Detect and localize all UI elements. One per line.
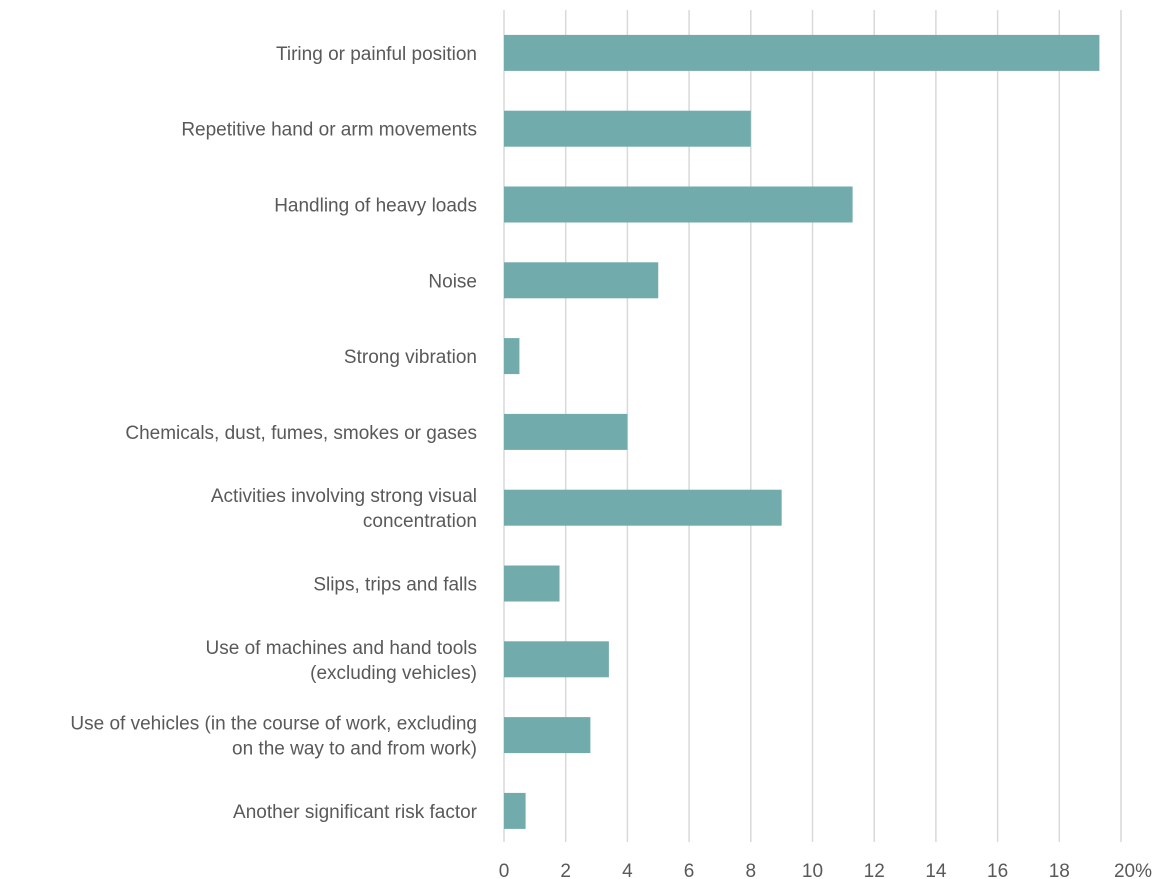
category-label: Use of vehicles (in the course of work, …: [70, 714, 477, 760]
category-label: Handling of heavy loads: [274, 196, 477, 217]
category-label-line: Slips, trips and falls: [313, 575, 477, 596]
bar: [504, 110, 751, 147]
bar: [504, 34, 1100, 71]
category-labels: Tiring or painful position Repetitive han…: [70, 44, 477, 823]
bar: [504, 338, 520, 375]
category-label: Repetitive hand or arm movements: [181, 120, 477, 141]
x-tick-label: 14: [925, 861, 947, 879]
category-label-line: Handling of heavy loads: [274, 196, 477, 217]
bar: [504, 717, 591, 754]
category-label-line: Strong vibration: [344, 347, 477, 368]
bar: [504, 565, 560, 602]
category-label: Use of machines and hand tools (excluding…: [206, 638, 477, 684]
bar: [504, 489, 782, 526]
category-label-line: Activities involving strong visual: [211, 486, 477, 507]
bar: [504, 262, 659, 299]
category-label: Tiring or painful position: [276, 44, 477, 65]
category-label: Slips, trips and falls: [313, 575, 477, 596]
x-tick-label: 8: [746, 861, 757, 879]
category-label-line: concentration: [363, 511, 477, 532]
bar: [504, 186, 853, 223]
x-tick-label: 4: [622, 861, 633, 879]
category-label-line: Tiring or painful position: [276, 44, 477, 65]
x-tick-label: 16: [987, 861, 1008, 879]
category-label-line: Repetitive hand or arm movements: [181, 120, 477, 141]
category-label: Chemicals, dust, fumes, smokes or gases: [125, 423, 477, 444]
gridlines: [503, 10, 1122, 842]
category-label-line: Use of vehicles (in the course of work, …: [70, 714, 477, 735]
category-label: Activities involving strong visual concen…: [211, 486, 477, 532]
category-label: Strong vibration: [344, 347, 477, 368]
x-tick-label: 6: [684, 861, 695, 879]
bar: [504, 792, 526, 829]
x-tick-label: 0: [499, 861, 510, 879]
x-tick-label: 2: [560, 861, 571, 879]
category-label-line: on the way to and from work): [232, 739, 477, 760]
bar: [504, 641, 609, 678]
x-axis-tick-labels: 0 2 4 6 8 10 12 14 16 18 20%: [499, 861, 1152, 879]
category-label-line: Use of machines and hand tools: [206, 638, 477, 659]
category-label-line: (excluding vehicles): [310, 663, 477, 684]
category-label: Noise: [428, 271, 477, 292]
category-label-line: Another significant risk factor: [233, 802, 478, 823]
category-label: Another significant risk factor: [233, 802, 478, 823]
x-tick-label: 10: [802, 861, 823, 879]
x-tick-label: 20%: [1114, 861, 1152, 879]
x-tick-label: 12: [864, 861, 885, 879]
category-label-line: Chemicals, dust, fumes, smokes or gases: [125, 423, 477, 444]
bar: [504, 413, 628, 450]
x-tick-label: 18: [1049, 861, 1070, 879]
bars: [504, 34, 1100, 829]
category-label-line: Noise: [428, 271, 477, 292]
